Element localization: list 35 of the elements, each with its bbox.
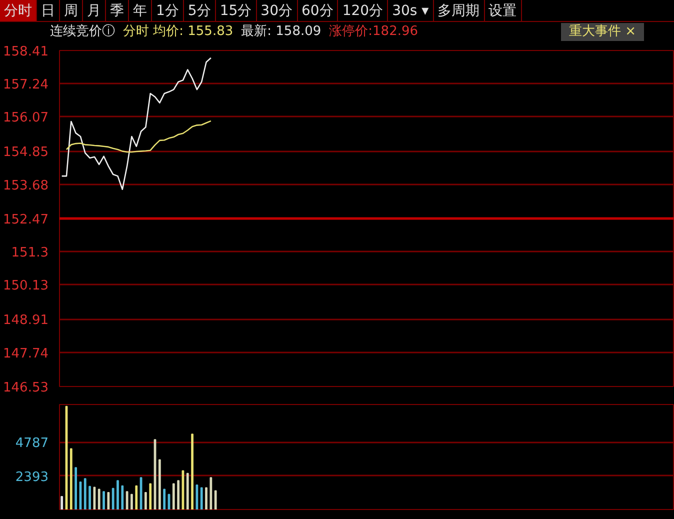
text: 60分 [298, 0, 338, 21]
text: 5分 [184, 0, 216, 21]
text: 分时 均价: 155.83 [123, 22, 234, 41]
text: 30s ▾ [388, 0, 434, 21]
text: 分时 [0, 0, 37, 21]
text: 120分 [338, 0, 388, 21]
y-tick-label: 152.47 [3, 212, 49, 228]
y-tick-label: 148.91 [3, 313, 49, 328]
y-tick-label: 147.74 [3, 346, 49, 362]
text: 连续竞价ⓘ [50, 22, 115, 41]
text: 重大事件 × [560, 22, 644, 42]
text: 1分 [152, 0, 184, 21]
text: 季 [106, 0, 129, 21]
text: 日 [37, 0, 60, 21]
text: 30分 [256, 0, 298, 21]
y-tick-label: 157.24 [3, 78, 49, 93]
text: 周 [60, 0, 83, 21]
line-series [61, 57, 212, 190]
text: 年 [129, 0, 152, 21]
text: 15分 [216, 0, 257, 21]
text: 最新: 158.09 [241, 22, 322, 41]
text: 多周期 [434, 0, 485, 21]
y-tick-label: 146.53 [3, 380, 49, 396]
y-tick-label: 154.85 [3, 145, 49, 160]
y-tick-label: 156.07 [3, 110, 49, 126]
line-series [66, 120, 212, 153]
y-tick-label: 158.41 [3, 44, 49, 60]
text: 月 [83, 0, 106, 21]
text: 涨停价:182.96 [329, 22, 418, 41]
text: 设置 [484, 0, 522, 21]
y-tick-label: 4787 [15, 436, 49, 452]
y-tick-label: 2393 [15, 470, 49, 485]
y-tick-label: 153.68 [3, 178, 49, 194]
y-tick-label: 151.3 [11, 246, 48, 261]
y-tick-label: 150.13 [3, 278, 49, 294]
